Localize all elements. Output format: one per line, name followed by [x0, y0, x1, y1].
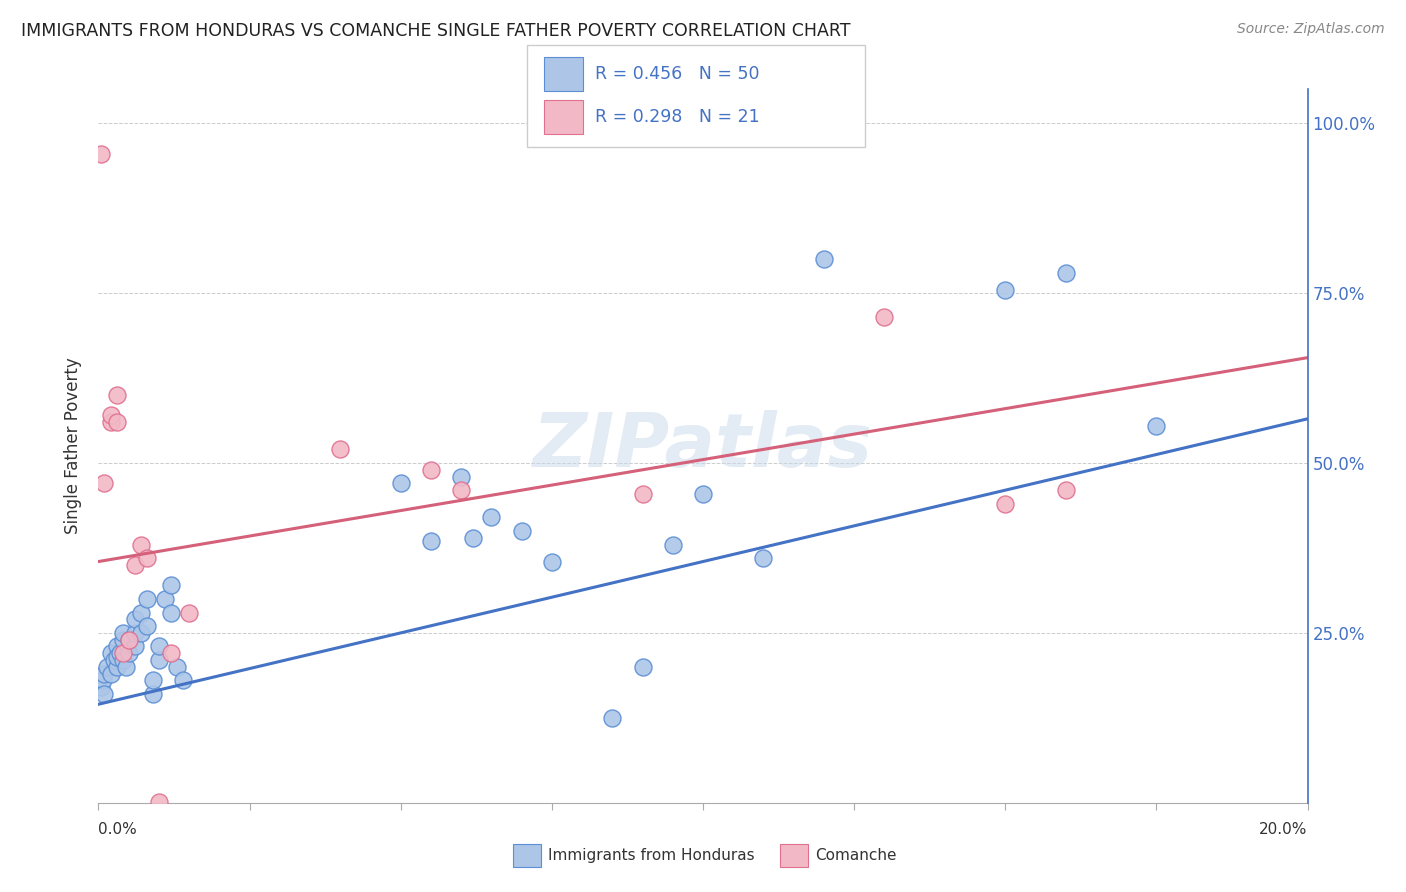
- Point: [160, 578, 183, 592]
- Point: [111, 653, 134, 667]
- Point: [420, 534, 443, 549]
- Point: [1054, 266, 1077, 280]
- Point: [994, 283, 1017, 297]
- Text: Immigrants from Honduras: Immigrants from Honduras: [548, 848, 755, 863]
- Point: [389, 476, 412, 491]
- Point: [105, 640, 128, 654]
- Point: [148, 640, 170, 654]
- Point: [813, 252, 835, 266]
- Point: [160, 646, 183, 660]
- Text: Comanche: Comanche: [815, 848, 897, 863]
- Point: [994, 497, 1017, 511]
- Point: [540, 555, 562, 569]
- Point: [873, 310, 896, 324]
- Point: [148, 653, 170, 667]
- Point: [93, 666, 115, 681]
- Y-axis label: Single Father Poverty: Single Father Poverty: [65, 358, 83, 534]
- Point: [124, 640, 146, 654]
- Point: [329, 442, 352, 457]
- Point: [129, 606, 152, 620]
- Point: [105, 415, 128, 429]
- Point: [662, 537, 685, 551]
- Text: 20.0%: 20.0%: [1260, 822, 1308, 837]
- Point: [118, 646, 141, 660]
- Point: [142, 673, 165, 688]
- Point: [450, 483, 472, 498]
- Point: [100, 666, 122, 681]
- Point: [692, 486, 714, 500]
- Point: [420, 463, 443, 477]
- Point: [160, 606, 183, 620]
- Point: [129, 537, 152, 551]
- Point: [100, 415, 122, 429]
- Point: [179, 606, 201, 620]
- Text: R = 0.456   N = 50: R = 0.456 N = 50: [595, 65, 759, 83]
- Point: [118, 632, 141, 647]
- Text: ZIPatlas: ZIPatlas: [533, 409, 873, 483]
- Point: [105, 660, 128, 674]
- Text: 0.0%: 0.0%: [98, 822, 138, 837]
- Point: [135, 551, 157, 566]
- Point: [752, 551, 775, 566]
- Point: [93, 476, 115, 491]
- Point: [135, 619, 157, 633]
- Point: [90, 680, 112, 694]
- Point: [108, 646, 131, 660]
- Point: [124, 626, 146, 640]
- Point: [1144, 418, 1167, 433]
- Point: [1054, 483, 1077, 498]
- Point: [450, 469, 472, 483]
- Point: [111, 646, 134, 660]
- Point: [631, 660, 654, 674]
- Point: [142, 687, 165, 701]
- Point: [111, 626, 134, 640]
- Point: [124, 558, 146, 572]
- Point: [100, 409, 122, 423]
- Point: [118, 632, 141, 647]
- Text: Source: ZipAtlas.com: Source: ZipAtlas.com: [1237, 22, 1385, 37]
- Point: [124, 612, 146, 626]
- Point: [90, 146, 112, 161]
- Point: [114, 660, 136, 674]
- Point: [135, 591, 157, 606]
- Point: [105, 649, 128, 664]
- Point: [166, 660, 188, 674]
- Point: [602, 711, 624, 725]
- Point: [631, 486, 654, 500]
- Point: [91, 673, 114, 688]
- Point: [172, 673, 194, 688]
- Point: [103, 653, 125, 667]
- Text: IMMIGRANTS FROM HONDURAS VS COMANCHE SINGLE FATHER POVERTY CORRELATION CHART: IMMIGRANTS FROM HONDURAS VS COMANCHE SIN…: [21, 22, 851, 40]
- Point: [153, 591, 176, 606]
- Point: [100, 646, 122, 660]
- Point: [105, 388, 128, 402]
- Point: [463, 531, 485, 545]
- Text: R = 0.298   N = 21: R = 0.298 N = 21: [595, 108, 759, 126]
- Point: [148, 795, 170, 809]
- Point: [481, 510, 503, 524]
- Point: [510, 524, 533, 538]
- Point: [129, 626, 152, 640]
- Point: [96, 660, 118, 674]
- Point: [93, 687, 115, 701]
- Point: [111, 632, 134, 647]
